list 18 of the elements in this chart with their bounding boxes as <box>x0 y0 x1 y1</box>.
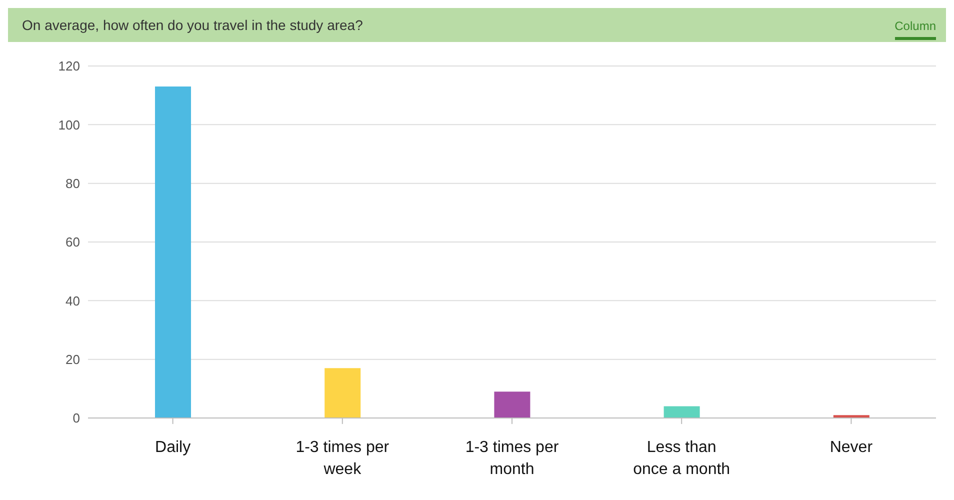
bar <box>664 406 700 418</box>
y-tick-label: 0 <box>72 410 80 426</box>
bar <box>155 86 191 418</box>
y-tick-label: 100 <box>58 117 80 132</box>
x-tick-label: Daily <box>155 439 191 456</box>
y-tick-label: 40 <box>66 293 80 308</box>
bar <box>324 368 361 418</box>
x-tick-label: Less than once a month <box>633 439 730 478</box>
x-tick-label: Never <box>830 439 874 456</box>
y-tick-label: 80 <box>66 176 80 191</box>
chart-title: On average, how often do you travel in the study area? <box>22 17 363 33</box>
bar <box>494 392 530 418</box>
x-tick-label: 1-3 times per month <box>465 439 560 478</box>
y-tick-label: 20 <box>66 352 80 367</box>
y-tick-label: 120 <box>58 58 80 74</box>
x-tick-label: 1-3 times per week <box>296 439 390 478</box>
y-tick-label: 60 <box>66 234 80 250</box>
text: Column <box>894 10 936 40</box>
